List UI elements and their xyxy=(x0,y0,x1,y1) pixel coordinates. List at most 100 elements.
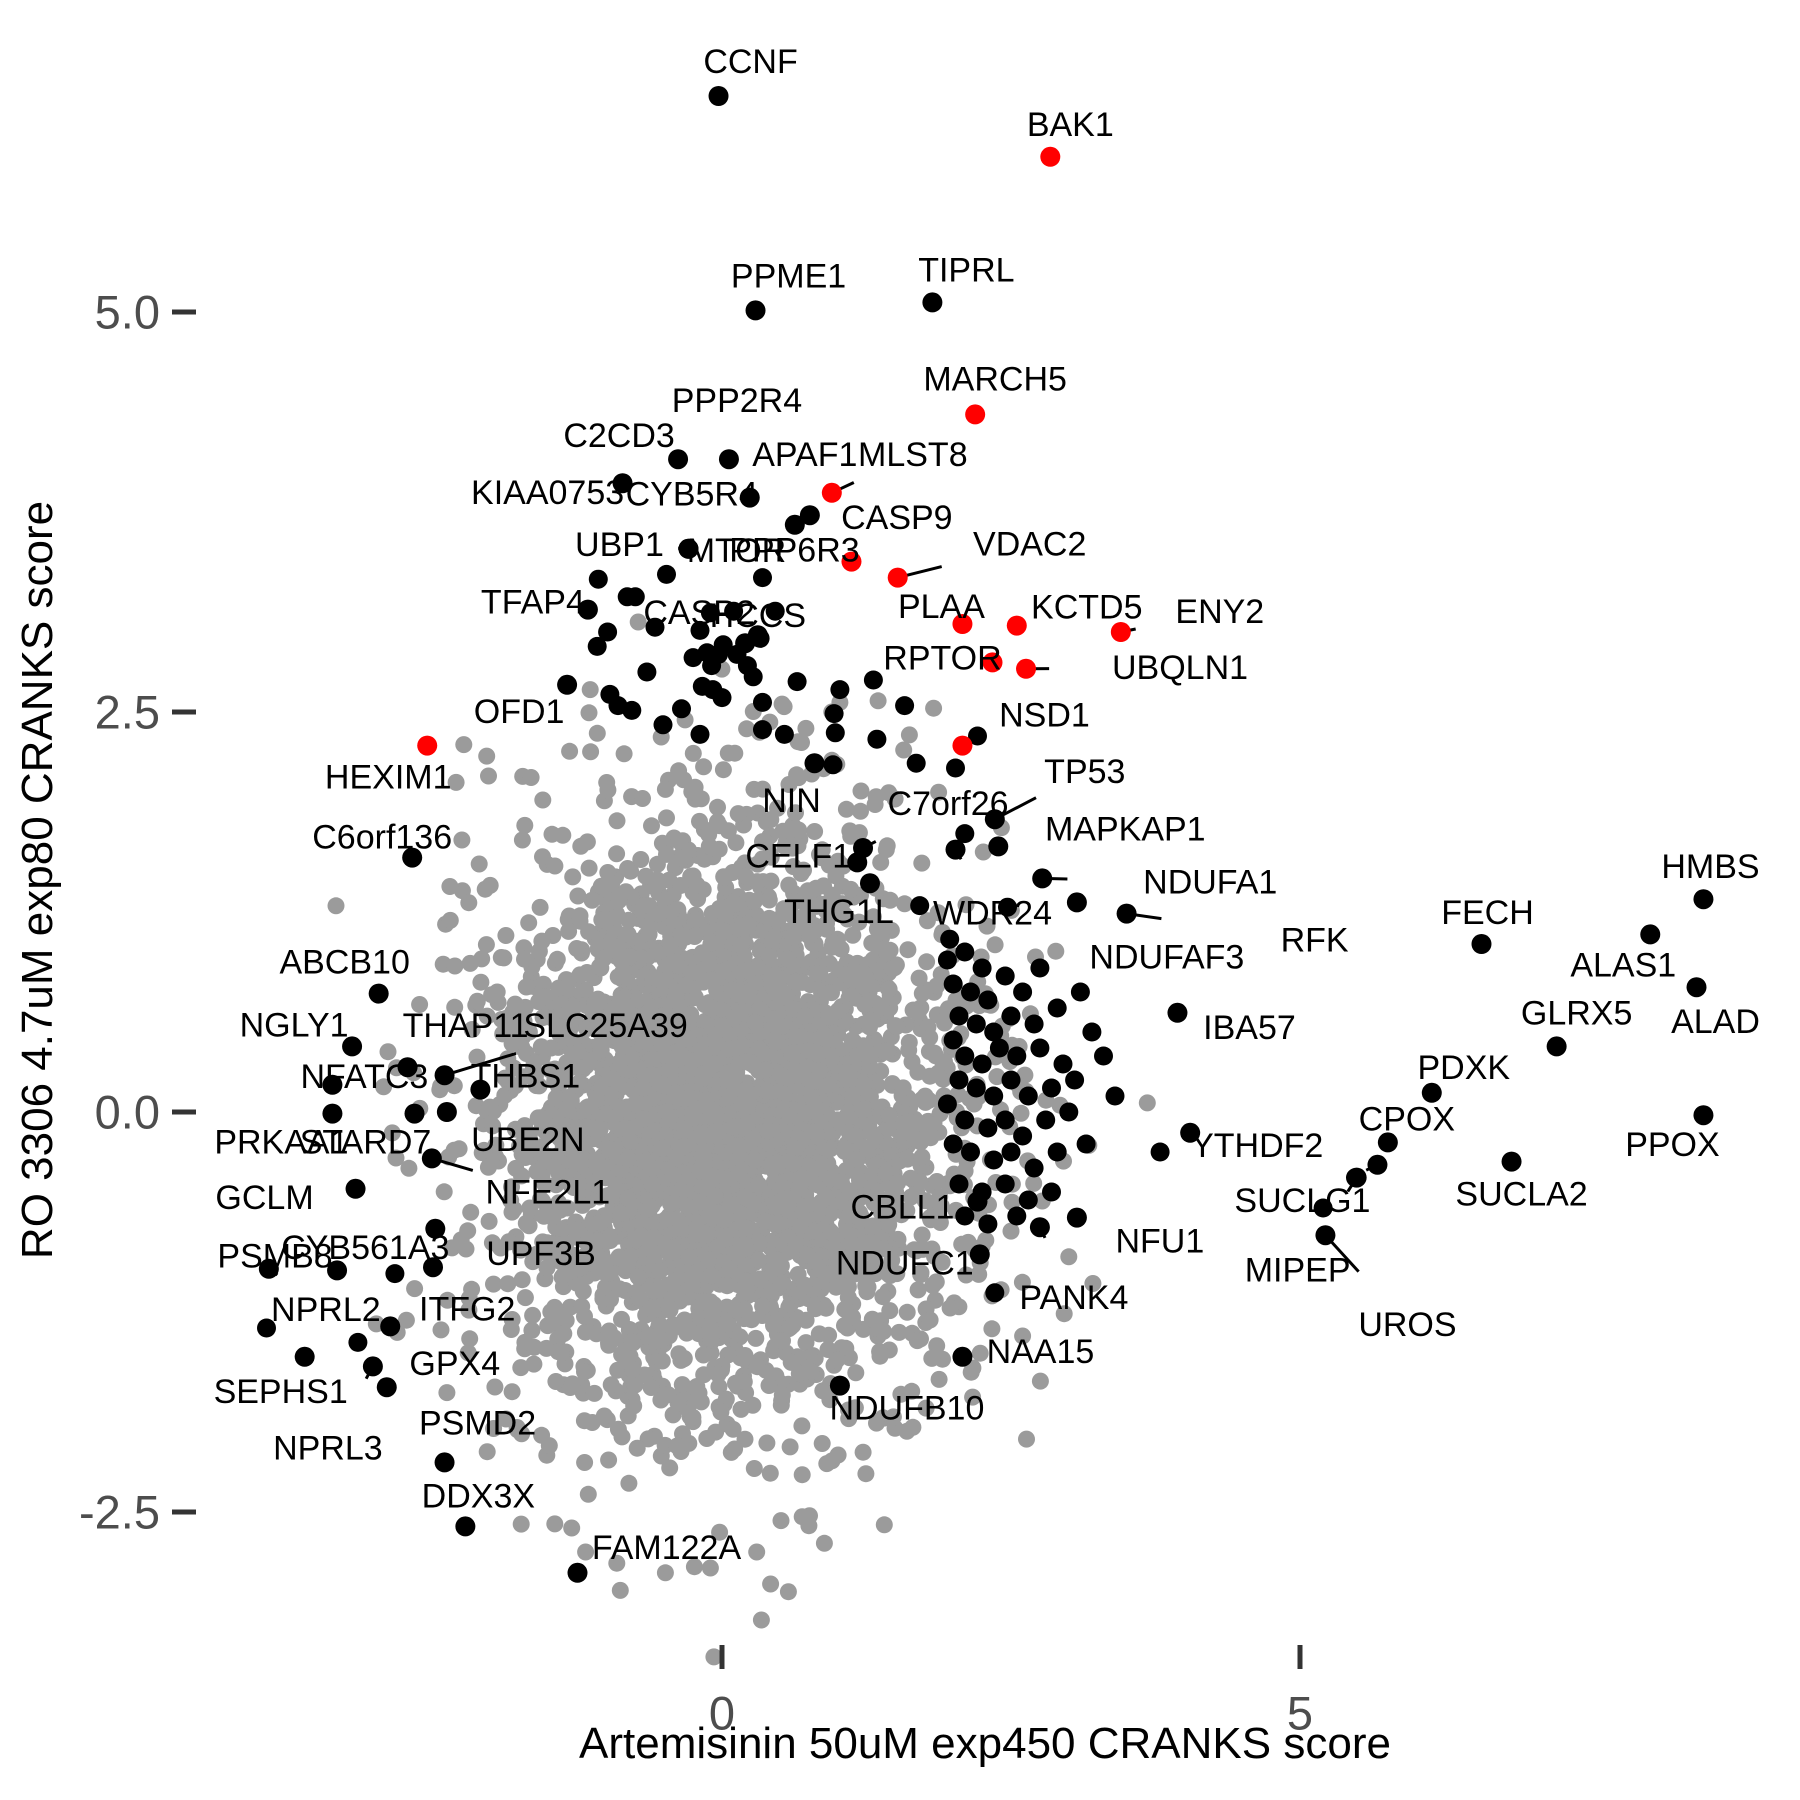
cloud-point xyxy=(572,837,590,855)
cloud-point xyxy=(779,1583,797,1601)
gene-point-cpox xyxy=(1377,1132,1398,1153)
cloud-point xyxy=(589,1022,607,1040)
cloud-point xyxy=(820,1326,838,1344)
gene-label: CELF1 xyxy=(745,837,851,875)
cloud-point xyxy=(800,1042,818,1060)
cloud-point xyxy=(710,1378,728,1396)
gray-outlier-point xyxy=(581,681,599,699)
cloud-point xyxy=(571,1074,588,1091)
cloud-point xyxy=(933,1253,951,1271)
gene-point-casp9 xyxy=(799,505,820,526)
gene-point-sephs1 xyxy=(294,1346,315,1367)
cloud-point xyxy=(910,969,928,987)
cloud-point xyxy=(688,876,706,894)
cloud-point xyxy=(532,1038,550,1056)
cloud-point xyxy=(463,1021,481,1038)
gene-label: PDXK xyxy=(1417,1049,1510,1087)
gene-point-fech xyxy=(1471,934,1492,954)
cloud-point xyxy=(758,1082,776,1100)
cloud-point xyxy=(379,1043,397,1061)
cloud-point xyxy=(892,1206,910,1224)
cloud-point xyxy=(455,736,473,754)
significant-point xyxy=(1070,982,1090,1002)
gene-label: RFK xyxy=(1281,922,1349,960)
gene-label: HMBS xyxy=(1661,848,1759,886)
cloud-point xyxy=(909,1004,927,1022)
significant-point xyxy=(625,587,645,607)
gene-label: NFU1 xyxy=(1115,1223,1204,1261)
cloud-point xyxy=(895,741,913,759)
cloud-point xyxy=(591,958,608,976)
cloud-point xyxy=(598,1232,616,1250)
gene-label: DDX3X xyxy=(422,1477,535,1515)
cloud-point xyxy=(400,1159,418,1177)
gray-outlier-point xyxy=(577,1543,595,1561)
cloud-point xyxy=(816,1026,834,1044)
gene-label: NIN xyxy=(762,782,821,820)
cloud-point xyxy=(459,1344,477,1362)
cloud-point xyxy=(823,984,840,1002)
gene-label: PPP2R4 xyxy=(672,382,802,420)
cloud-point xyxy=(787,1237,804,1254)
cloud-point xyxy=(823,886,841,904)
cloud-point xyxy=(609,968,627,986)
cloud-point xyxy=(710,817,728,835)
gene-point-suclg1 xyxy=(1367,1154,1388,1175)
gene-point-march5 xyxy=(965,404,986,425)
cloud-point xyxy=(792,1218,809,1235)
cloud-point xyxy=(461,954,479,972)
gene-point-gclm xyxy=(345,1178,366,1199)
significant-point xyxy=(823,755,843,775)
gene-label: NAA15 xyxy=(987,1333,1095,1371)
cloud-point xyxy=(513,831,531,849)
gene-label: PANK4 xyxy=(1019,1279,1128,1317)
cloud-point xyxy=(503,1035,521,1053)
cloud-point xyxy=(555,1325,573,1343)
cloud-point xyxy=(596,1169,614,1187)
gene-label: ALAS1 xyxy=(1570,946,1676,984)
significant-point xyxy=(937,1094,957,1114)
cloud-point xyxy=(753,850,771,868)
cloud-point xyxy=(964,1388,982,1406)
gene-point-ythdf2 xyxy=(1180,1122,1201,1143)
cloud-point xyxy=(475,1141,493,1159)
cloud-point xyxy=(908,1183,926,1201)
cloud-point xyxy=(506,995,524,1013)
cloud-point xyxy=(625,1397,643,1415)
cloud-point xyxy=(692,790,710,808)
gene-point-thap11 xyxy=(397,1057,418,1078)
cloud-point xyxy=(635,1110,653,1128)
cloud-point xyxy=(787,804,804,822)
cloud-point xyxy=(848,1151,866,1168)
cloud-point xyxy=(673,1376,691,1394)
gene-point-itfg2 xyxy=(380,1316,401,1337)
significant-point xyxy=(978,1118,998,1138)
cloud-point xyxy=(797,1104,815,1122)
cloud-point xyxy=(658,845,675,863)
cloud-point xyxy=(776,904,794,922)
gray-outlier-point xyxy=(480,767,497,785)
cloud-point xyxy=(884,1408,902,1426)
cloud-point xyxy=(516,1130,534,1148)
significant-point xyxy=(774,724,794,744)
gray-outlier-point xyxy=(534,791,552,809)
cloud-point xyxy=(568,1058,586,1076)
cloud-point xyxy=(656,1436,674,1454)
cloud-point xyxy=(906,1130,924,1148)
cloud-point xyxy=(598,774,616,791)
gray-outlier-point xyxy=(701,1559,719,1577)
gene-label: MLST8 xyxy=(858,436,968,474)
cloud-point xyxy=(881,1302,899,1320)
cloud-point xyxy=(500,1233,518,1251)
cloud-point xyxy=(557,1235,575,1253)
gene-label: IBA57 xyxy=(1203,1009,1296,1047)
cloud-point xyxy=(621,1132,639,1150)
cloud-point xyxy=(700,998,718,1016)
gene-point-ofd1 xyxy=(557,674,578,695)
cloud-point xyxy=(656,972,674,990)
cloud-point xyxy=(537,988,554,1006)
significant-point xyxy=(645,617,665,637)
cloud-point xyxy=(513,1271,531,1289)
significant-point xyxy=(1030,1038,1050,1058)
gene-label: NDUFAF3 xyxy=(1089,938,1244,976)
